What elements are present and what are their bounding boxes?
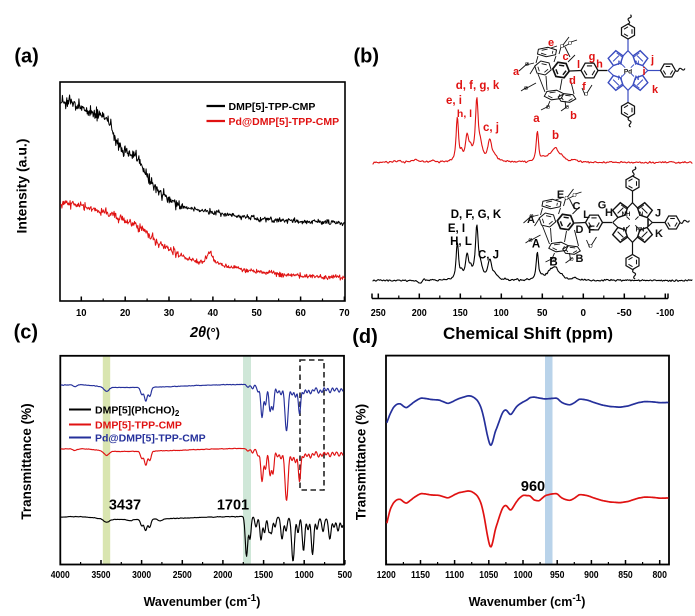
svg-text:N: N (639, 212, 643, 218)
svg-text:b: b (570, 110, 577, 122)
svg-text:100: 100 (494, 307, 509, 319)
svg-text:e: e (548, 37, 554, 49)
svg-text:Wavenumber (cm-1): Wavenumber (cm-1) (144, 593, 261, 609)
svg-text:20: 20 (120, 307, 131, 319)
svg-text:(b): (b) (354, 45, 380, 67)
svg-text:1050: 1050 (479, 569, 498, 581)
svg-text:250: 250 (371, 307, 386, 319)
svg-text:e, i: e, i (446, 95, 462, 107)
svg-text:h: h (596, 59, 603, 71)
svg-text:1000: 1000 (295, 569, 314, 581)
svg-text:Transmittance (%): Transmittance (%) (354, 404, 369, 520)
svg-text:1701: 1701 (217, 498, 249, 514)
svg-text:-50: -50 (617, 307, 632, 319)
svg-text:50: 50 (251, 307, 262, 319)
svg-text:d: d (569, 75, 576, 87)
svg-text:A: A (527, 214, 535, 226)
svg-text:a: a (513, 66, 520, 78)
svg-text:c: c (562, 51, 568, 63)
svg-text:F: F (588, 224, 595, 236)
svg-text:HN: HN (636, 228, 645, 234)
svg-text:h, l: h, l (457, 108, 472, 120)
svg-text:Pd@DMP[5]-TPP-CMP: Pd@DMP[5]-TPP-CMP (229, 116, 340, 128)
svg-text:Intensity (a.u.): Intensity (a.u.) (14, 139, 30, 234)
svg-text:H: H (605, 207, 613, 219)
svg-text:-100: -100 (656, 307, 674, 319)
svg-text:3437: 3437 (109, 498, 141, 514)
svg-text:150: 150 (453, 307, 468, 319)
svg-text:j: j (650, 54, 654, 66)
svg-text:d, f, g, k: d, f, g, k (456, 80, 500, 92)
svg-text:N: N (635, 76, 639, 82)
svg-text:L: L (583, 209, 590, 221)
svg-text:B: B (576, 253, 584, 265)
svg-text:950: 950 (550, 569, 565, 581)
svg-text:40: 40 (208, 307, 219, 319)
svg-text:i: i (642, 66, 645, 78)
svg-text:(c): (c) (14, 322, 38, 344)
svg-text:800: 800 (652, 569, 667, 581)
svg-text:900: 900 (584, 569, 599, 581)
svg-text:500: 500 (338, 569, 353, 581)
svg-text:l: l (577, 59, 580, 71)
svg-text:K: K (655, 228, 663, 240)
svg-text:N: N (618, 61, 622, 67)
svg-text:1200: 1200 (377, 569, 396, 581)
svg-text:C: C (573, 201, 581, 213)
svg-text:f: f (582, 81, 586, 93)
svg-text:10: 10 (76, 307, 87, 319)
svg-text:2000: 2000 (213, 569, 232, 581)
svg-text:1500: 1500 (254, 569, 273, 581)
svg-text:200: 200 (412, 307, 427, 319)
svg-text:DMP[5](PhCHO)2: DMP[5](PhCHO)2 (95, 405, 180, 419)
svg-text:3500: 3500 (92, 569, 111, 581)
svg-text:Transmittance (%): Transmittance (%) (19, 403, 34, 519)
svg-text:Chemical Shift (ppm): Chemical Shift (ppm) (443, 324, 613, 343)
svg-text:b: b (552, 130, 559, 142)
svg-text:4000: 4000 (51, 569, 70, 581)
svg-text:(d): (d) (352, 326, 378, 348)
svg-text:J: J (655, 208, 661, 220)
svg-text:1100: 1100 (445, 569, 464, 581)
svg-text:1000: 1000 (514, 569, 533, 581)
svg-text:A: A (532, 239, 540, 251)
svg-text:Pd: Pd (624, 69, 632, 76)
svg-text:1150: 1150 (411, 569, 430, 581)
svg-text:G: G (598, 200, 607, 212)
svg-text:(a): (a) (14, 46, 38, 68)
svg-text:850: 850 (618, 569, 633, 581)
svg-text:a: a (533, 113, 540, 125)
svg-text:Wavenumber (cm-1): Wavenumber (cm-1) (469, 593, 586, 609)
svg-text:50: 50 (537, 307, 548, 319)
svg-text:DMP[5]-TPP-CMP: DMP[5]-TPP-CMP (95, 420, 182, 432)
svg-text:2θ(°): 2θ(°) (189, 325, 220, 341)
svg-text:D: D (576, 224, 584, 236)
svg-text:H, L: H, L (450, 236, 472, 248)
svg-text:30: 30 (164, 307, 175, 319)
svg-text:NH: NH (622, 212, 631, 218)
svg-text:Pd@DMP[5]-TPP-CMP: Pd@DMP[5]-TPP-CMP (95, 433, 206, 445)
svg-text:0: 0 (581, 307, 587, 319)
svg-text:I: I (646, 218, 649, 230)
svg-text:3000: 3000 (132, 569, 151, 581)
svg-text:c, j: c, j (483, 122, 499, 134)
svg-text:N: N (623, 228, 627, 234)
svg-text:E: E (557, 189, 564, 201)
svg-text:E, I: E, I (448, 223, 465, 235)
svg-text:N: N (635, 61, 639, 67)
svg-text:960: 960 (521, 479, 545, 495)
svg-text:2500: 2500 (173, 569, 192, 581)
svg-text:k: k (652, 84, 659, 96)
svg-text:C, J: C, J (478, 250, 499, 262)
svg-text:60: 60 (295, 307, 306, 319)
svg-text:D, F, G, K: D, F, G, K (451, 209, 502, 221)
svg-text:g: g (589, 51, 596, 63)
svg-text:70: 70 (339, 307, 350, 319)
svg-text:N: N (618, 76, 622, 82)
svg-text:DMP[5]-TPP-CMP: DMP[5]-TPP-CMP (229, 101, 316, 113)
